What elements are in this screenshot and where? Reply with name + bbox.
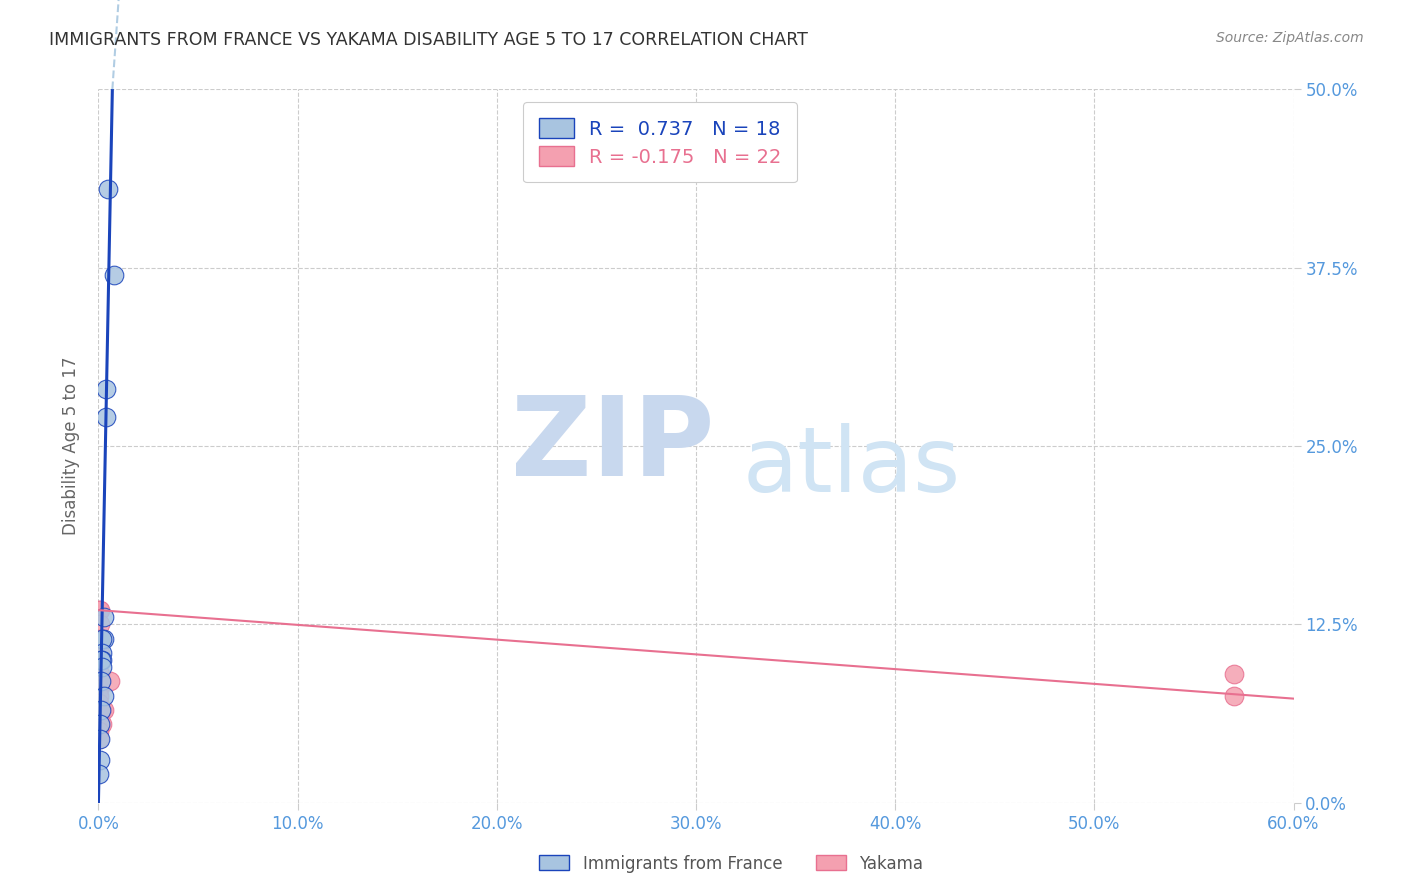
Point xyxy=(98,674,122,689)
Point xyxy=(89,603,111,617)
Point xyxy=(89,674,111,689)
Point xyxy=(93,632,115,646)
Legend: Immigrants from France, Yakama: Immigrants from France, Yakama xyxy=(533,848,929,880)
Point xyxy=(89,681,111,696)
Text: IMMIGRANTS FROM FRANCE VS YAKAMA DISABILITY AGE 5 TO 17 CORRELATION CHART: IMMIGRANTS FROM FRANCE VS YAKAMA DISABIL… xyxy=(49,31,808,49)
Point xyxy=(1223,689,1246,703)
Point xyxy=(89,689,111,703)
Point xyxy=(89,767,111,781)
Text: Source: ZipAtlas.com: Source: ZipAtlas.com xyxy=(1216,31,1364,45)
Point xyxy=(91,632,114,646)
Point xyxy=(89,717,111,731)
Point xyxy=(90,674,112,689)
Point xyxy=(89,703,111,717)
Point xyxy=(89,753,111,767)
Text: ZIP: ZIP xyxy=(510,392,714,500)
Point xyxy=(90,703,112,717)
Y-axis label: Disability Age 5 to 17: Disability Age 5 to 17 xyxy=(62,357,80,535)
Point xyxy=(91,703,114,717)
Point xyxy=(89,617,111,632)
Point xyxy=(103,268,125,282)
Point xyxy=(89,667,111,681)
Point xyxy=(90,653,112,667)
Point xyxy=(89,731,111,746)
Point xyxy=(1223,667,1246,681)
Point xyxy=(91,632,114,646)
Point xyxy=(91,660,114,674)
Point xyxy=(93,610,115,624)
Legend: R =  0.737   N = 18, R = -0.175   N = 22: R = 0.737 N = 18, R = -0.175 N = 22 xyxy=(523,103,797,183)
Point xyxy=(89,703,111,717)
Point xyxy=(96,410,118,425)
Point xyxy=(91,653,114,667)
Point xyxy=(89,731,111,746)
Point xyxy=(91,646,114,660)
Point xyxy=(97,182,120,196)
Point xyxy=(89,646,111,660)
Point xyxy=(89,717,111,731)
Point xyxy=(89,724,111,739)
Point xyxy=(89,632,111,646)
Point xyxy=(93,703,115,717)
Point xyxy=(91,717,114,731)
Point xyxy=(96,382,118,396)
Text: atlas: atlas xyxy=(742,424,960,511)
Point xyxy=(89,603,111,617)
Point xyxy=(93,689,115,703)
Point xyxy=(89,696,111,710)
